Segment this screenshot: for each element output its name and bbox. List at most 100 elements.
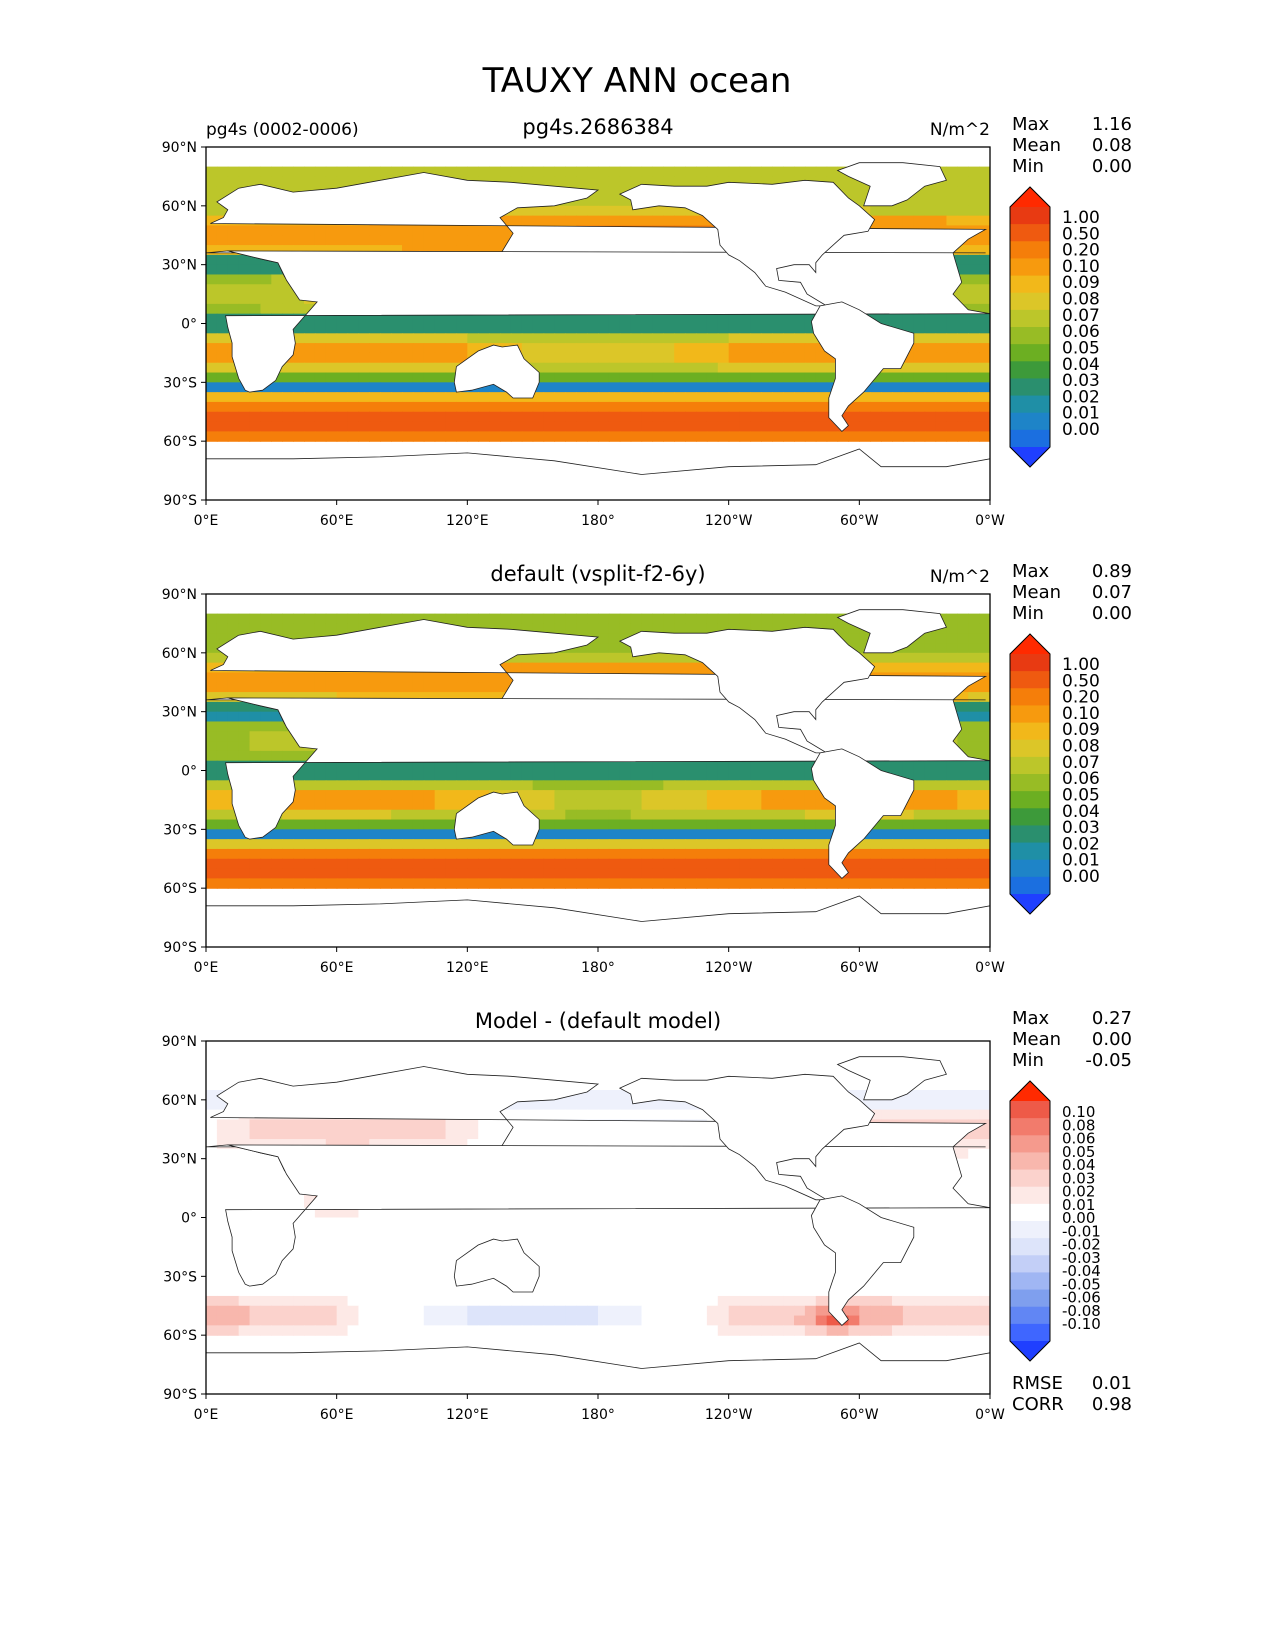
field-cell (314, 166, 327, 178)
field-cell (804, 362, 817, 374)
field-cell (293, 692, 305, 703)
field-cell (892, 839, 904, 850)
field-cell (358, 411, 370, 423)
field-cell (804, 411, 817, 423)
field-cell (500, 760, 512, 772)
field-cell (717, 839, 730, 850)
field-cell (500, 1119, 512, 1130)
field-cell (587, 313, 599, 325)
x-tick-label: 60°W (840, 513, 879, 529)
field-cell (402, 858, 414, 870)
field-cell (630, 401, 643, 413)
field-cell (532, 760, 545, 772)
field-cell (532, 382, 545, 393)
field-cell (467, 790, 479, 801)
field-cell (663, 313, 675, 325)
field-cell (794, 401, 806, 413)
field-cell (924, 1080, 937, 1091)
colorbar-segment (1010, 842, 1050, 861)
field-cell (478, 780, 490, 791)
field-cell (837, 431, 850, 442)
field-cell (391, 829, 403, 840)
field-cell (500, 858, 512, 870)
field-cell (391, 760, 403, 772)
field-cell (576, 848, 588, 860)
field-cell (543, 829, 556, 840)
field-cell (641, 176, 654, 187)
colorbar-tick-label: 0.01 (1062, 851, 1100, 871)
field-cell (576, 215, 588, 227)
field-cell (979, 333, 990, 344)
field-cell (739, 868, 752, 879)
field-cell (957, 809, 969, 821)
field-cell (380, 333, 392, 344)
field-cell (206, 662, 218, 674)
field-cell (619, 215, 632, 227)
field-cell (794, 858, 806, 870)
field-cell (282, 731, 294, 742)
field-cell (489, 313, 501, 325)
field-cell (260, 858, 272, 870)
field-cell (478, 225, 490, 236)
field-cell (674, 313, 686, 325)
field-cell (576, 323, 588, 334)
field-cell (521, 780, 534, 791)
field-cell (968, 284, 980, 295)
field-cell (249, 682, 262, 693)
field-cell (598, 401, 610, 413)
field-cell (696, 790, 708, 801)
field-cell (478, 1119, 490, 1130)
field-cell (815, 799, 828, 811)
field-cell (271, 431, 283, 442)
field-cell (826, 421, 839, 432)
field-cell (598, 313, 610, 325)
field-cell (271, 829, 283, 840)
field-cell (249, 701, 262, 713)
field-cell (619, 780, 632, 791)
field-cell (979, 770, 990, 781)
field-cell (543, 623, 556, 634)
field-cell (227, 294, 240, 305)
field-cell (271, 839, 283, 850)
field-cell (358, 809, 370, 821)
field-cell (325, 1070, 338, 1081)
field-cell (674, 652, 686, 664)
field-cell (674, 333, 686, 344)
field-cell (968, 1148, 980, 1160)
field-cell (957, 799, 969, 811)
field-cell (358, 352, 370, 364)
field-cell (489, 682, 501, 693)
field-cell (304, 799, 316, 811)
panel-left-label: pg4s (0002-0006) (206, 120, 359, 140)
field-cell (587, 1099, 599, 1111)
field-cell (391, 1060, 403, 1072)
field-cell (957, 829, 969, 840)
field-cell (946, 770, 958, 781)
field-cell (794, 829, 806, 840)
field-cell (641, 1060, 654, 1072)
field-cell (260, 1129, 272, 1140)
field-cell (216, 1139, 229, 1150)
field-cell (968, 731, 980, 742)
field-cell (271, 1158, 283, 1170)
field-cell (598, 839, 610, 850)
field-cell (478, 245, 490, 256)
field-cell (260, 431, 272, 442)
field-cell (750, 362, 762, 374)
field-cell (434, 613, 447, 625)
field-cell (238, 284, 251, 295)
field-cell (554, 362, 566, 374)
field-cell (412, 878, 425, 889)
field-cell (957, 1070, 969, 1081)
field-cell (500, 235, 512, 246)
field-cell (304, 382, 316, 393)
field-cell (206, 770, 218, 781)
field-cell (304, 352, 316, 364)
field-cell (489, 392, 501, 403)
field-cell (728, 352, 741, 364)
field-cell (663, 1060, 675, 1072)
field-cell (412, 672, 425, 683)
stat-label: Min (1012, 156, 1044, 177)
field-cell (598, 809, 610, 821)
field-cell (206, 858, 218, 870)
